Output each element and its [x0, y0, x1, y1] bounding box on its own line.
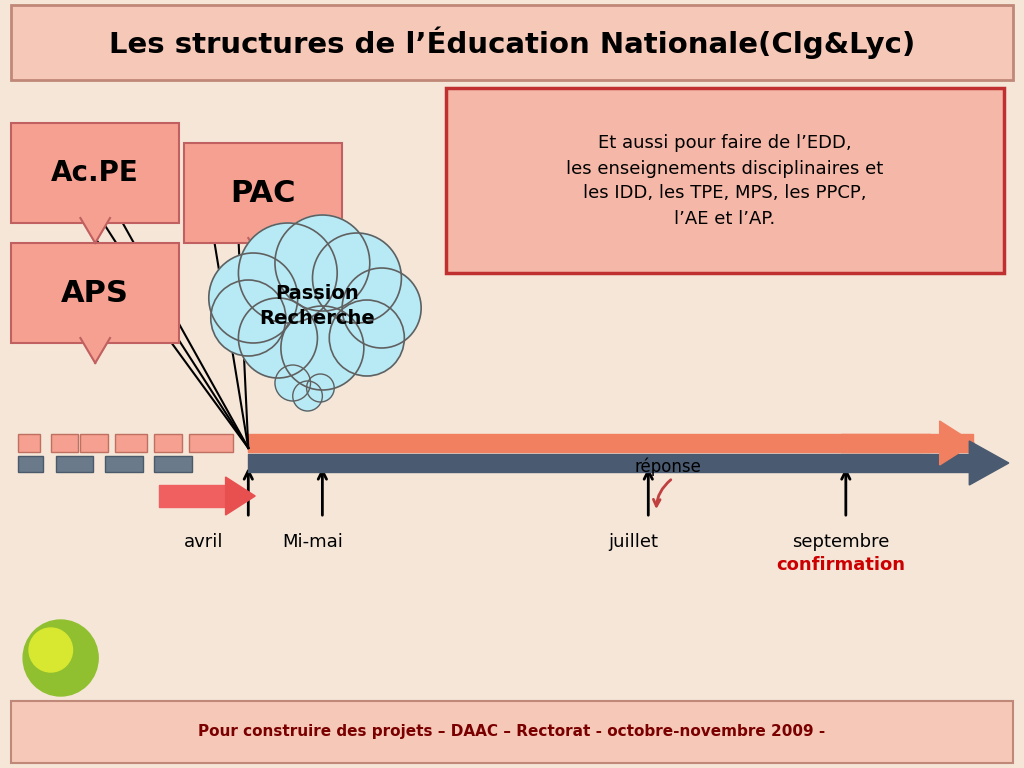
Text: PAC: PAC: [230, 178, 296, 207]
FancyBboxPatch shape: [445, 88, 1004, 273]
Text: juillet: juillet: [608, 533, 658, 551]
FancyBboxPatch shape: [155, 434, 182, 452]
Circle shape: [312, 233, 401, 323]
Polygon shape: [225, 477, 255, 515]
FancyBboxPatch shape: [11, 5, 1013, 80]
FancyBboxPatch shape: [81, 434, 109, 452]
FancyBboxPatch shape: [18, 434, 40, 452]
Text: Et aussi pour faire de l’EDD,
les enseignements disciplinaires et
les IDD, les T: Et aussi pour faire de l’EDD, les enseig…: [565, 134, 883, 227]
Text: Ac.PE: Ac.PE: [51, 159, 139, 187]
Text: septembre: septembre: [793, 533, 890, 551]
FancyBboxPatch shape: [11, 123, 179, 223]
FancyBboxPatch shape: [55, 456, 93, 472]
Circle shape: [209, 253, 298, 343]
Circle shape: [211, 280, 286, 356]
Circle shape: [342, 268, 421, 348]
Circle shape: [275, 365, 310, 401]
Text: réponse: réponse: [635, 458, 701, 476]
FancyBboxPatch shape: [11, 701, 1013, 763]
FancyBboxPatch shape: [51, 434, 79, 452]
Circle shape: [239, 223, 337, 323]
Text: Passion
Recherche: Passion Recherche: [259, 284, 376, 328]
Circle shape: [239, 298, 317, 378]
FancyBboxPatch shape: [189, 434, 233, 452]
Polygon shape: [248, 238, 278, 263]
Circle shape: [275, 215, 370, 311]
FancyBboxPatch shape: [184, 143, 342, 243]
Text: Les structures de l’Éducation Nationale(Clg&Lyc): Les structures de l’Éducation Nationale(…: [109, 27, 915, 59]
Polygon shape: [81, 218, 110, 243]
Circle shape: [24, 620, 98, 696]
Polygon shape: [970, 441, 1009, 485]
Polygon shape: [940, 421, 974, 465]
FancyBboxPatch shape: [115, 434, 146, 452]
FancyBboxPatch shape: [105, 456, 142, 472]
Circle shape: [330, 300, 404, 376]
Text: APS: APS: [61, 279, 129, 307]
Text: confirmation: confirmation: [776, 556, 905, 574]
Circle shape: [306, 374, 334, 402]
FancyBboxPatch shape: [18, 456, 43, 472]
Circle shape: [293, 381, 323, 411]
Polygon shape: [81, 338, 110, 363]
Text: Mi-mai: Mi-mai: [282, 533, 343, 551]
FancyBboxPatch shape: [155, 456, 193, 472]
Text: Pour construire des projets – DAAC – Rectorat - octobre-novembre 2009 -: Pour construire des projets – DAAC – Rec…: [199, 724, 825, 739]
Circle shape: [281, 306, 364, 390]
Text: avril: avril: [184, 533, 223, 551]
Circle shape: [29, 628, 73, 672]
FancyBboxPatch shape: [11, 243, 179, 343]
